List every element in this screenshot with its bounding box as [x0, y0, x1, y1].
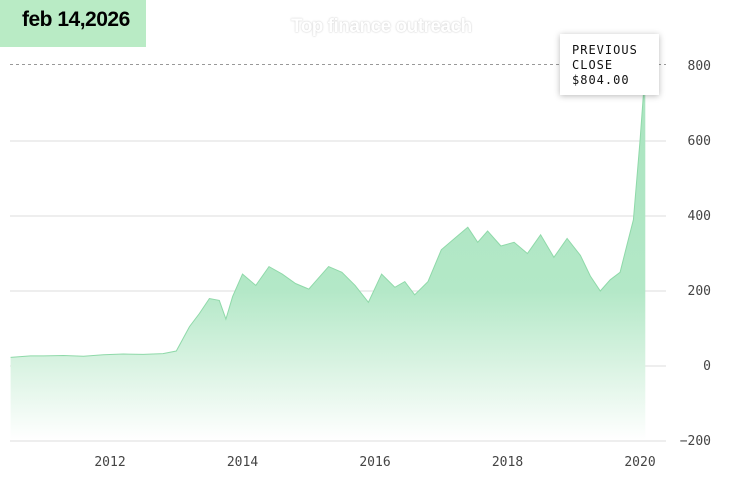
y-tick-label: 0	[703, 359, 711, 374]
x-tick-label: 2012	[94, 455, 125, 470]
x-tick-label: 2014	[227, 455, 258, 470]
price-area-fill	[10, 64, 646, 440]
y-tick-label: 200	[688, 284, 711, 299]
x-tick-label: 2020	[624, 455, 655, 470]
y-axis-tick-labels: 800 600 400 200 0 −200	[680, 59, 711, 449]
watermark-text: Top finance outreach	[291, 16, 472, 37]
previous-close-tooltip: PREVIOUS CLOSE $804.00	[560, 34, 659, 95]
y-tick-label: −200	[680, 434, 711, 449]
price-area-series	[10, 64, 646, 440]
tooltip-label-line2: CLOSE	[572, 58, 614, 72]
date-badge: feb 14,2026	[0, 0, 146, 47]
x-tick-label: 2018	[492, 455, 523, 470]
y-tick-label: 400	[688, 209, 711, 224]
x-tick-label: 2016	[359, 455, 390, 470]
x-axis-tick-labels: 2012 2014 2016 2018 2020	[94, 455, 655, 470]
tooltip-label-line1: PREVIOUS	[572, 43, 638, 57]
tooltip-value: $804.00	[572, 73, 630, 87]
y-tick-label: 600	[688, 134, 711, 149]
y-tick-label: 800	[688, 59, 711, 74]
price-area-outline	[10, 64, 646, 358]
